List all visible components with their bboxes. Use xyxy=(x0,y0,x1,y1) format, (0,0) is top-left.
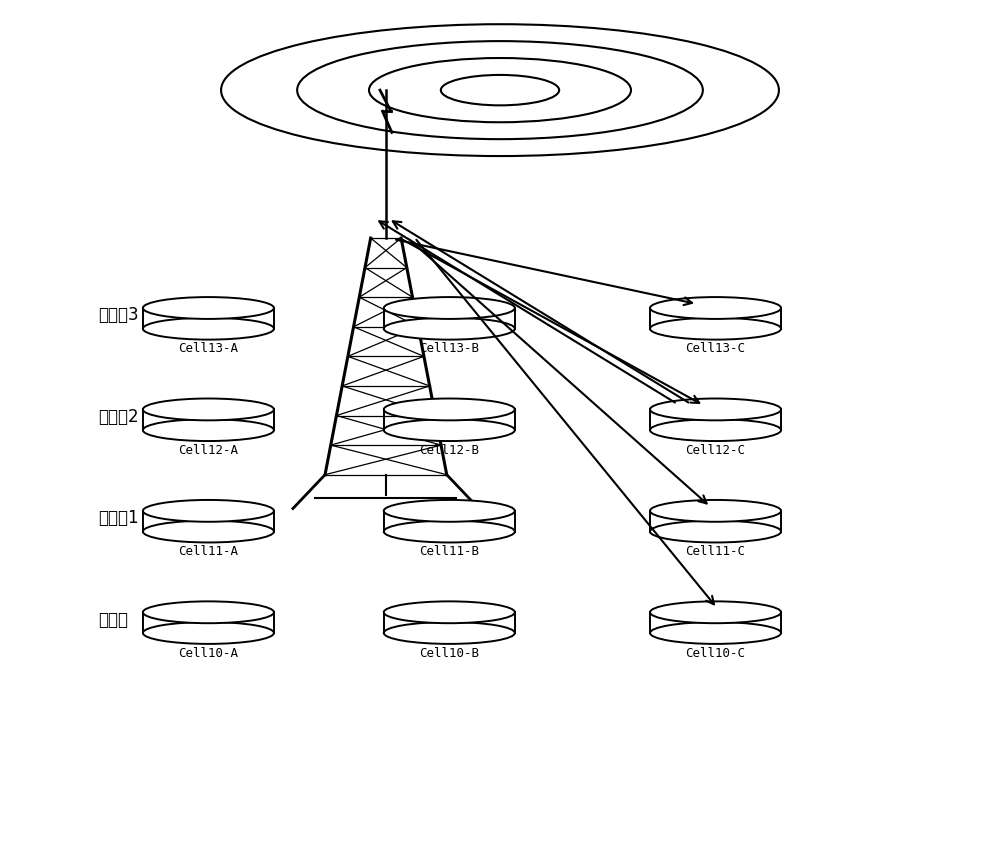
Ellipse shape xyxy=(384,622,515,644)
Text: Cell13-B: Cell13-B xyxy=(419,343,479,355)
Ellipse shape xyxy=(650,419,781,441)
Text: Cell11-B: Cell11-B xyxy=(419,545,479,558)
Ellipse shape xyxy=(384,297,515,319)
Text: 辅载杢3: 辅载杢3 xyxy=(99,306,139,325)
Ellipse shape xyxy=(143,318,274,339)
Ellipse shape xyxy=(384,419,515,441)
Ellipse shape xyxy=(650,399,781,421)
Text: Cell13-A: Cell13-A xyxy=(178,343,238,355)
Text: Cell10-A: Cell10-A xyxy=(178,647,238,660)
Text: 主载波: 主载波 xyxy=(99,611,129,628)
Text: Cell12-A: Cell12-A xyxy=(178,444,238,457)
Ellipse shape xyxy=(143,622,274,644)
Ellipse shape xyxy=(650,318,781,339)
Ellipse shape xyxy=(650,601,781,623)
Text: Cell11-A: Cell11-A xyxy=(178,545,238,558)
Ellipse shape xyxy=(384,601,515,623)
Text: Cell12-C: Cell12-C xyxy=(686,444,746,457)
Ellipse shape xyxy=(143,419,274,441)
Ellipse shape xyxy=(384,521,515,543)
Text: 辅载杢1: 辅载杢1 xyxy=(99,510,139,527)
Ellipse shape xyxy=(143,399,274,421)
Ellipse shape xyxy=(143,297,274,319)
Ellipse shape xyxy=(650,521,781,543)
Ellipse shape xyxy=(650,297,781,319)
Ellipse shape xyxy=(384,500,515,522)
Ellipse shape xyxy=(143,500,274,522)
Text: Cell12-B: Cell12-B xyxy=(419,444,479,457)
Text: Cell13-C: Cell13-C xyxy=(686,343,746,355)
Ellipse shape xyxy=(143,521,274,543)
Ellipse shape xyxy=(143,601,274,623)
Text: Cell11-C: Cell11-C xyxy=(686,545,746,558)
Text: 辅载杢2: 辅载杢2 xyxy=(99,408,139,426)
Text: Cell10-C: Cell10-C xyxy=(686,647,746,660)
Ellipse shape xyxy=(384,318,515,339)
Ellipse shape xyxy=(650,622,781,644)
Text: Cell10-B: Cell10-B xyxy=(419,647,479,660)
Ellipse shape xyxy=(650,500,781,522)
Ellipse shape xyxy=(384,399,515,421)
